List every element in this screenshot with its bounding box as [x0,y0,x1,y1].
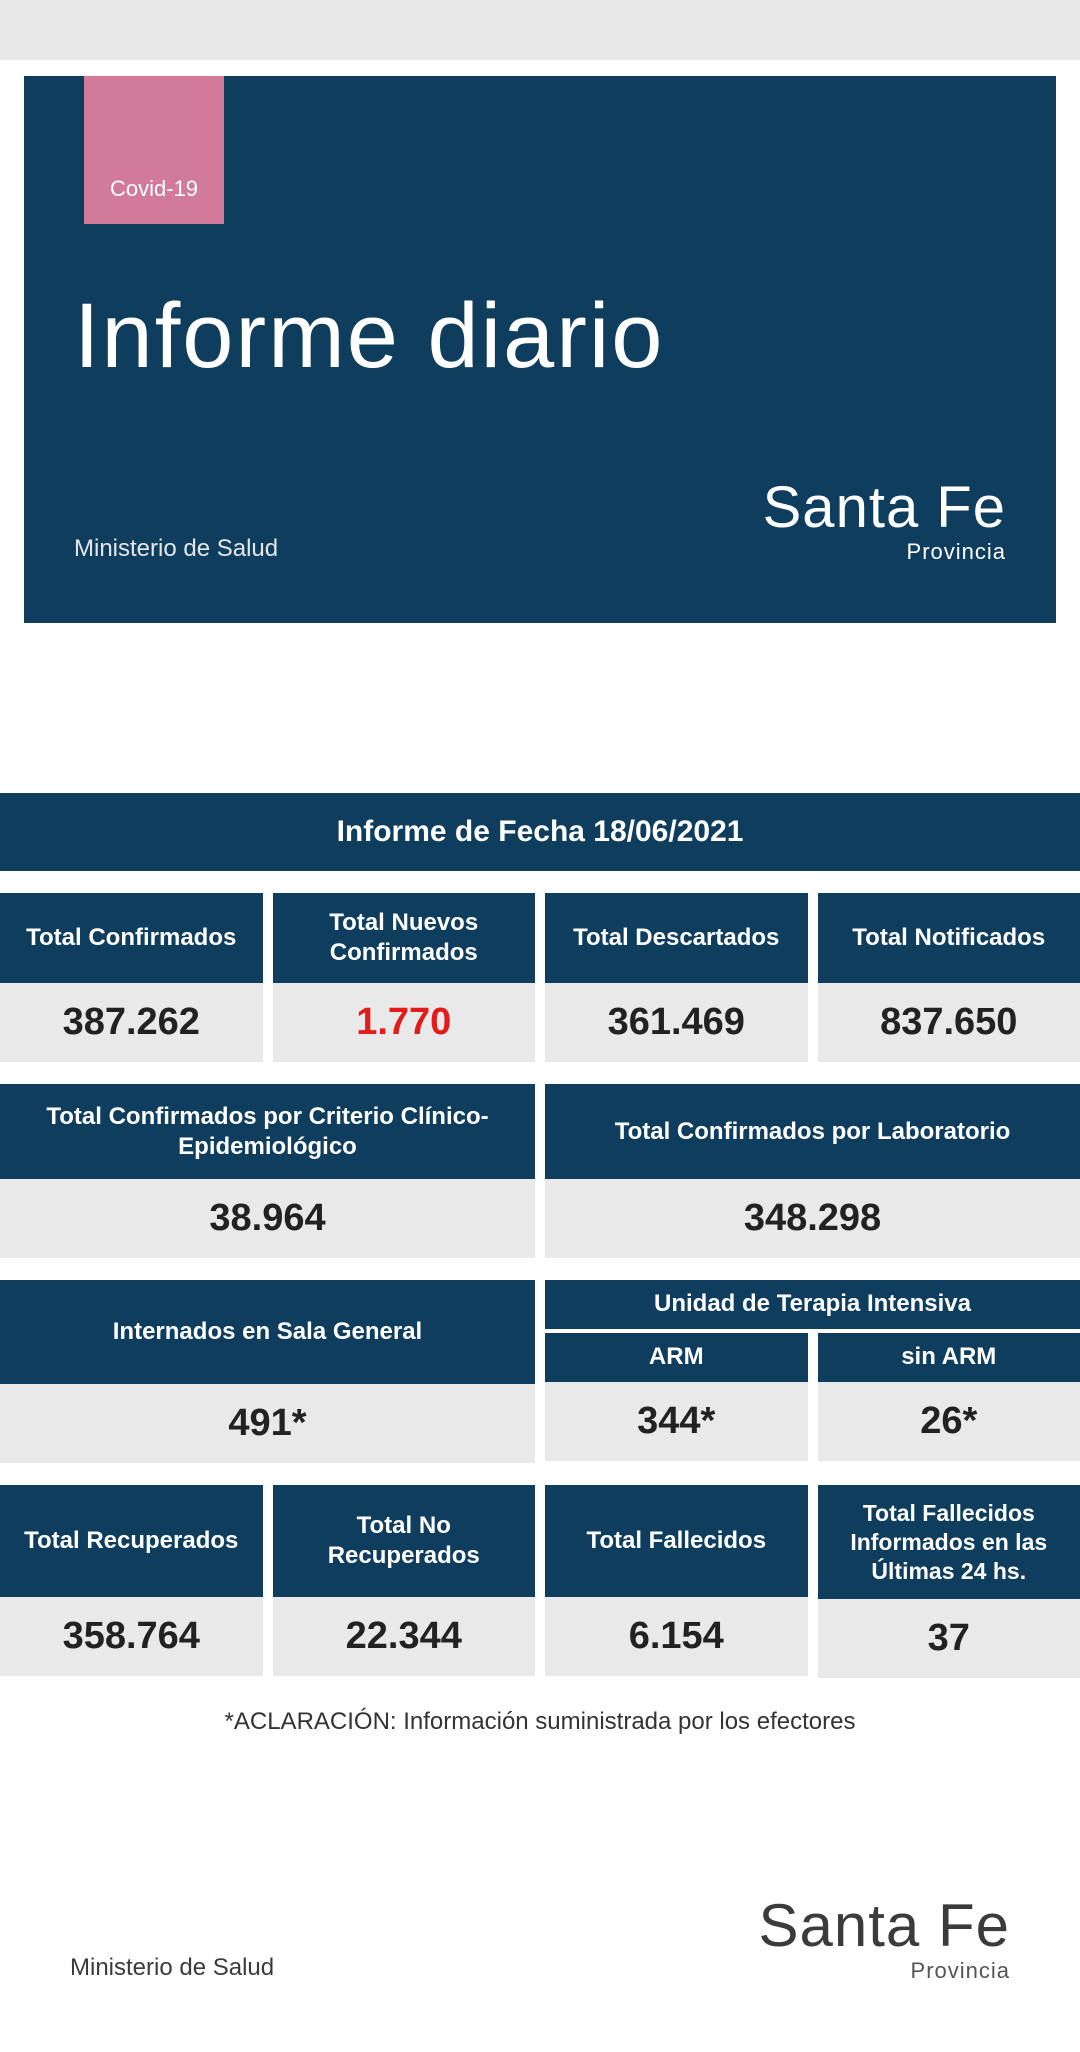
page-title: Informe diario [74,284,1006,389]
row-criterios: Total Confirmados por Criterio Clínico-E… [0,1084,1080,1258]
row-totals: Total Confirmados 387.262 Total Nuevos C… [0,893,1080,1062]
stat-label: Total Descartados [545,893,808,983]
top-grey-bar [0,0,1080,60]
brand-main-bottom: Santa Fe [759,1896,1011,1956]
covid-tag: Covid-19 [84,76,224,224]
ministry-label-bottom: Ministerio de Salud [70,1954,274,1982]
stat-value: 22.344 [273,1597,536,1676]
stat-label: Total Confirmados [0,893,263,983]
stat-value: 37 [818,1599,1080,1678]
stat-label: Total Recuperados [0,1485,263,1597]
ministry-label-top: Ministerio de Salud [74,535,278,563]
row-internados: Internados en Sala General 491* Unidad d… [0,1280,1080,1463]
date-bar: Informe de Fecha 18/06/2021 [0,793,1080,871]
stat-label: Total Confirmados por Criterio Clínico-E… [0,1084,535,1179]
stat-label: sin ARM [818,1333,1080,1382]
stat-value: 348.298 [545,1179,1080,1258]
brand-sub-top: Provincia [763,541,1006,563]
stat-cell: Total Fallecidos Informados en las Últim… [818,1485,1080,1678]
footer: Ministerio de Salud Santa Fe Provincia [0,1736,1080,2052]
stat-cell: Total Confirmados por Criterio Clínico-E… [0,1084,535,1258]
stat-cell: Total Recuperados 358.764 [0,1485,263,1678]
brand-main-top: Santa Fe [763,479,1006,537]
stat-value: 837.650 [818,983,1080,1062]
stat-value: 38.964 [0,1179,535,1258]
stat-label: Total Fallecidos Informados en las Últim… [818,1485,1080,1599]
stat-label: Total Confirmados por Laboratorio [545,1084,1080,1179]
stat-label: Total Fallecidos [545,1485,808,1597]
brand-bottom: Santa Fe Provincia [759,1896,1011,1982]
stat-value: 6.154 [545,1597,808,1676]
stat-cell-sin-arm: sin ARM 26* [818,1333,1080,1461]
stat-label: Total Notificados [818,893,1080,983]
stat-value: 344* [545,1382,808,1461]
footnote: *ACLARACIÓN: Información suministrada po… [0,1708,1080,1736]
stat-label: Total No Recuperados [273,1485,536,1597]
uti-title: Unidad de Terapia Intensiva [545,1280,1080,1329]
stat-cell: Total Nuevos Confirmados 1.770 [273,893,536,1062]
stat-cell: Total Confirmados 387.262 [0,893,263,1062]
stat-value: 491* [0,1384,535,1463]
stat-value-highlight: 1.770 [273,983,536,1062]
stat-value: 26* [818,1382,1080,1461]
stat-label: Total Nuevos Confirmados [273,893,536,983]
stat-value: 361.469 [545,983,808,1062]
stat-cell-arm: ARM 344* [545,1333,808,1461]
stat-cell: Total Descartados 361.469 [545,893,808,1062]
uti-group: Unidad de Terapia Intensiva ARM 344* sin… [545,1280,1080,1463]
brand-sub-bottom: Provincia [759,1960,1011,1982]
stat-cell: Total Notificados 837.650 [818,893,1080,1062]
stats-area: Informe de Fecha 18/06/2021 Total Confir… [0,623,1080,1736]
stat-cell: Total No Recuperados 22.344 [273,1485,536,1678]
row-resultados: Total Recuperados 358.764 Total No Recup… [0,1485,1080,1678]
stat-cell-internados: Internados en Sala General 491* [0,1280,535,1463]
stat-label: Internados en Sala General [0,1280,535,1384]
brand-top: Santa Fe Provincia [763,479,1006,563]
header-card: Covid-19 Informe diario Ministerio de Sa… [24,76,1056,623]
stat-label: ARM [545,1333,808,1382]
stat-value: 358.764 [0,1597,263,1676]
stat-cell: Total Fallecidos 6.154 [545,1485,808,1678]
stat-cell: Total Confirmados por Laboratorio 348.29… [545,1084,1080,1258]
stat-value: 387.262 [0,983,263,1062]
